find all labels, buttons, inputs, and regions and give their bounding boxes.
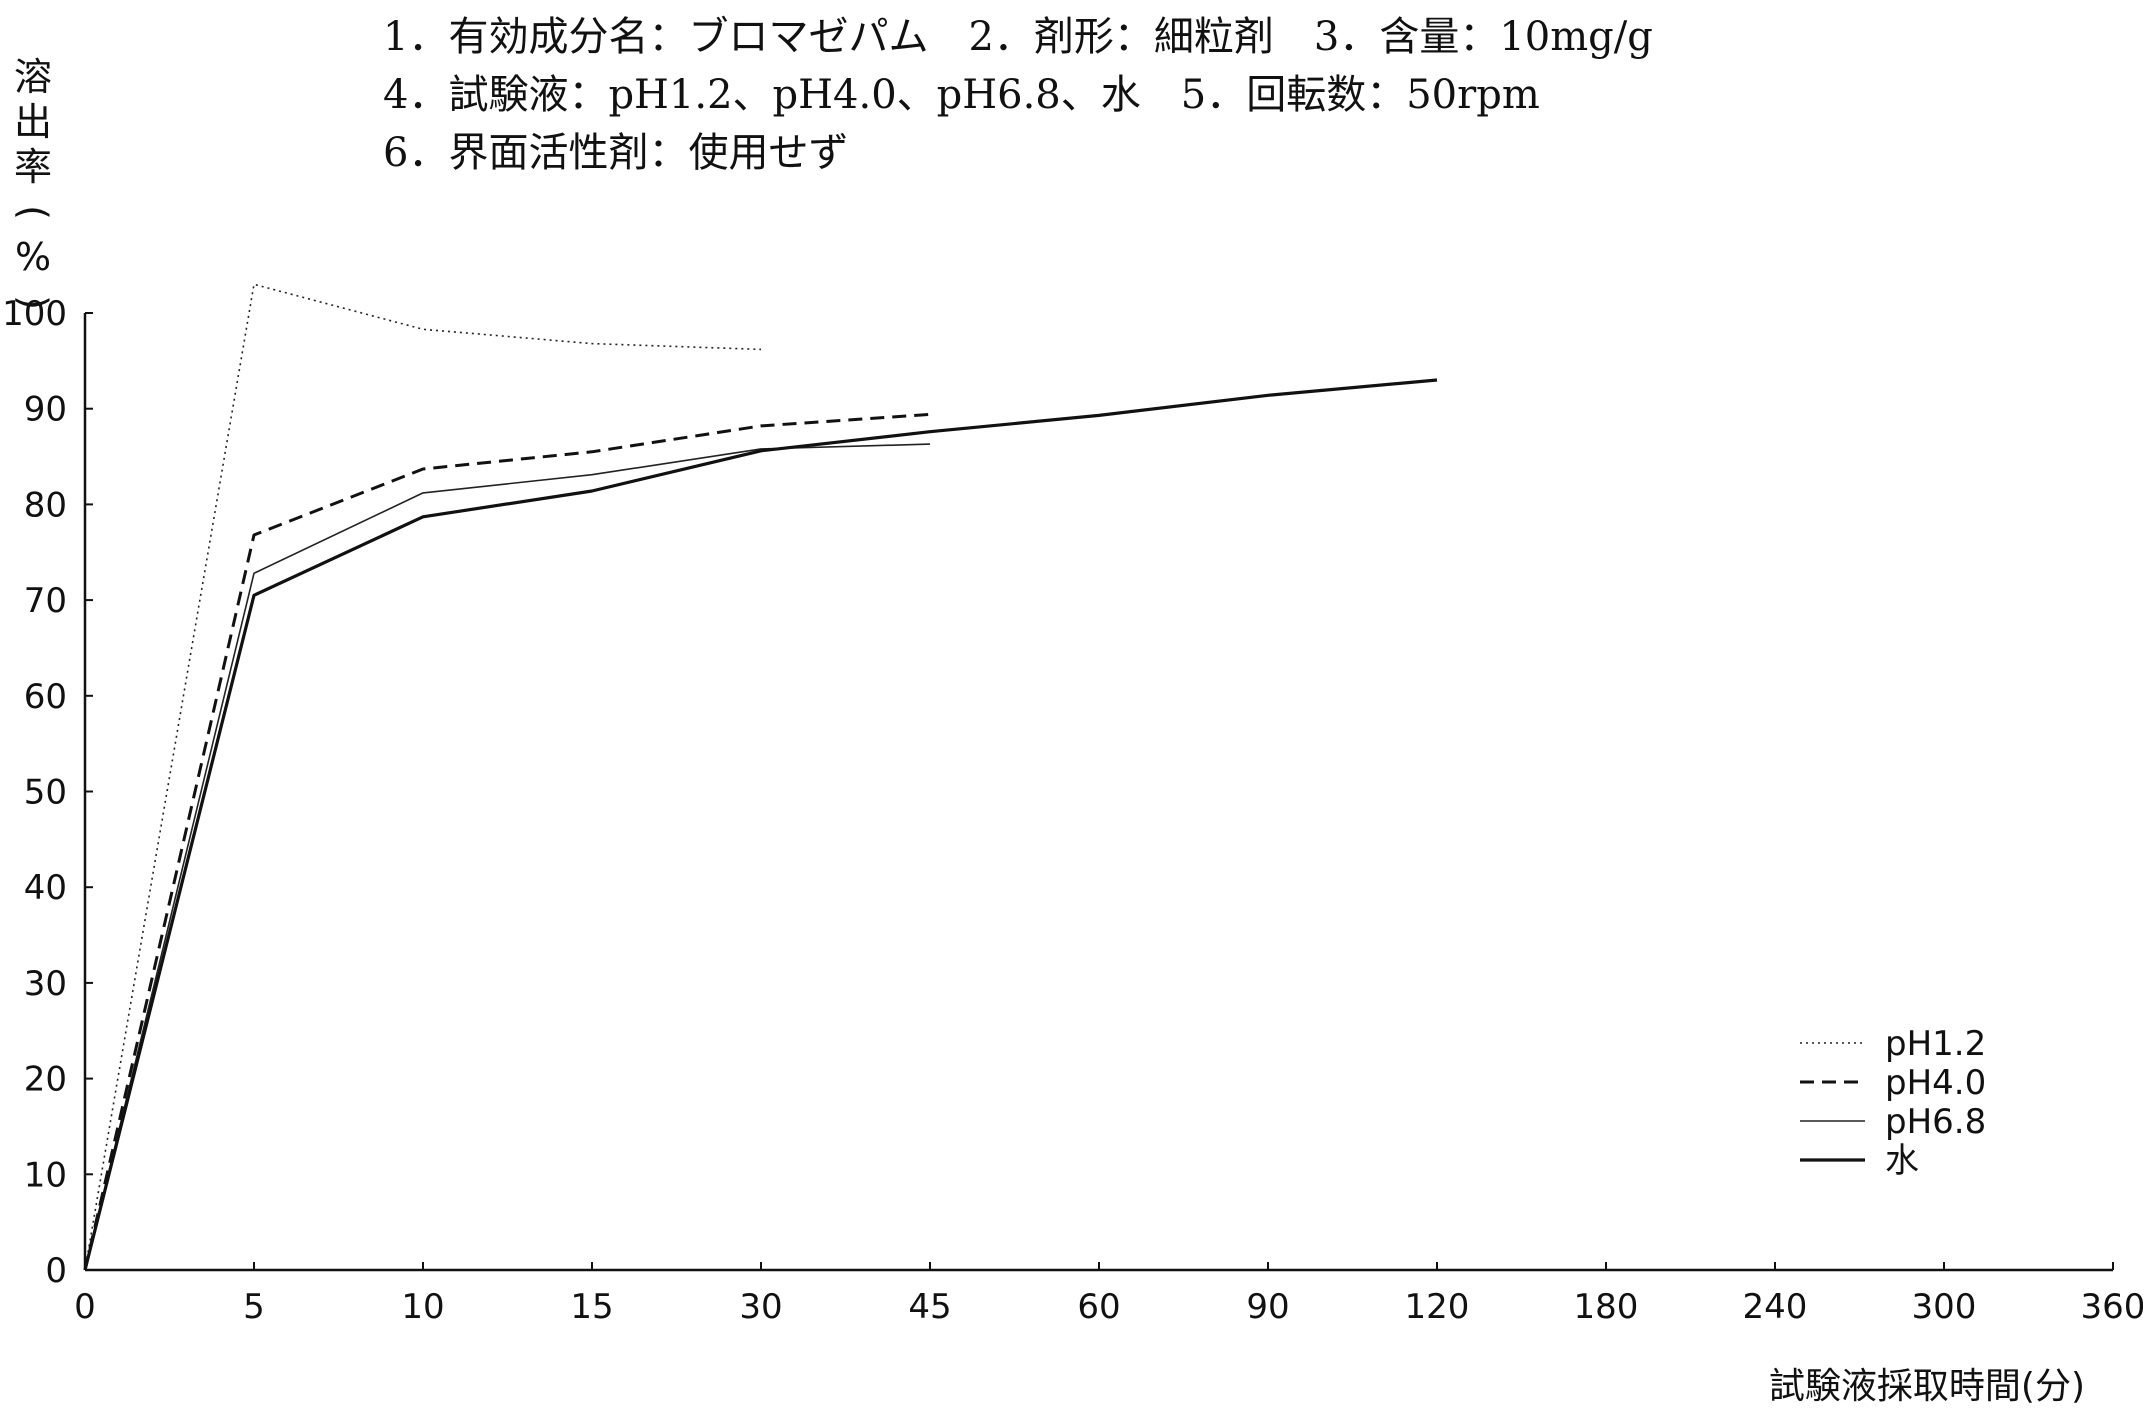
x-tick-label: 90 — [1246, 1287, 1289, 1327]
x-tick-label: 180 — [1574, 1287, 1639, 1327]
legend-label-4: 水 — [1885, 1141, 1919, 1181]
x-tick-label: 0 — [74, 1287, 96, 1327]
y-tick-label: 100 — [2, 294, 67, 334]
x-tick-label: 5 — [243, 1287, 265, 1327]
x-tick-label: 45 — [908, 1287, 951, 1327]
x-tick-label: 10 — [401, 1287, 444, 1327]
header-line-3: 6．界面活性剤：使用せず — [383, 130, 849, 176]
y-tick-label: 0 — [45, 1251, 67, 1291]
chart-series — [83, 283, 1438, 1271]
x-tick-label: 30 — [739, 1287, 782, 1327]
y-tick-label: 30 — [24, 964, 67, 1004]
legend-label-3: pH6.8 — [1885, 1102, 1986, 1142]
legend-label-2: pH4.0 — [1885, 1063, 1986, 1103]
y-tick-label: 40 — [24, 868, 67, 908]
y-axis-title-char: 溶 — [13, 55, 52, 99]
chart-header: 1．有効成分名：ブロマゼパム 2．剤形：細粒剤 3．含量：10mg/g 4．試験… — [383, 8, 1653, 182]
series-line-3 — [84, 443, 931, 1271]
y-tick-label: 70 — [24, 581, 67, 621]
y-axis-title-char: 率 — [13, 145, 52, 189]
x-axis-title: 試験液採取時間(分) — [1769, 1366, 2085, 1407]
x-tick-label: 240 — [1743, 1287, 1808, 1327]
header-line-1: 1．有効成分名：ブロマゼパム 2．剤形：細粒剤 3．含量：10mg/g — [383, 14, 1653, 60]
x-tick-label: 300 — [1912, 1287, 1977, 1327]
x-tick-label: 60 — [1077, 1287, 1120, 1327]
series-line-4 — [83, 378, 1438, 1271]
legend-label-1: pH1.2 — [1885, 1024, 1986, 1064]
x-tick-label: 360 — [2081, 1287, 2143, 1327]
x-tick-label: 15 — [570, 1287, 613, 1327]
x-tick-label: 120 — [1405, 1287, 1470, 1327]
y-axis-title-char: % — [14, 235, 52, 279]
y-tick-label: 20 — [24, 1060, 67, 1100]
y-axis-title-char: 出 — [13, 100, 52, 144]
y-tick-label: 80 — [24, 485, 67, 525]
y-tick-label: 90 — [24, 390, 67, 430]
y-axis-title: 溶 出 率 ( % ) — [10, 55, 56, 325]
y-tick-label: 10 — [24, 1155, 67, 1195]
series-line-2 — [83, 412, 931, 1271]
y-tick-label: 60 — [24, 677, 67, 717]
chart-axes: 0 10 20 30 40 50 60 70 80 90 100 0 5 10 15 30 45 60 90 120 1… — [2, 294, 2143, 1327]
header-line-2: 4．試験液：pH1.2、pH4.0、pH6.8、水 5．回転数：50rpm — [383, 72, 1540, 118]
series-line-1 — [84, 283, 762, 1271]
y-tick-label: 50 — [24, 773, 67, 813]
